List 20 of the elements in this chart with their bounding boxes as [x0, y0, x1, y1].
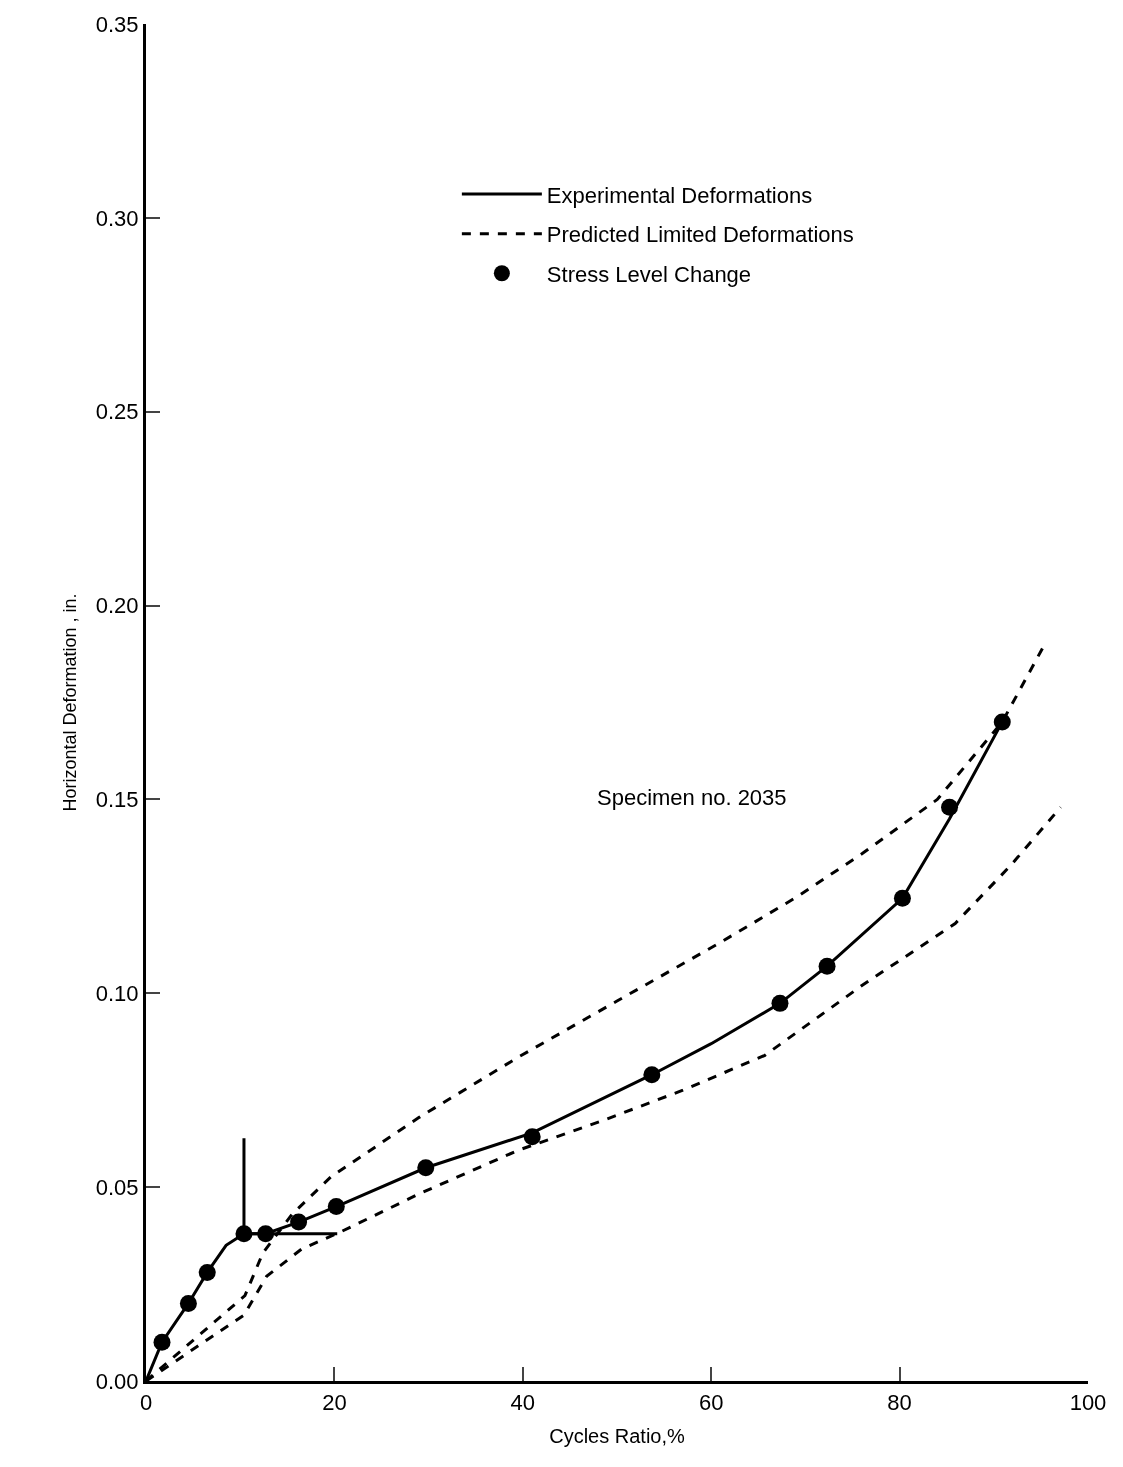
y-tick-label: 0.30 [95, 205, 139, 231]
y-tick-label: 0.20 [95, 593, 139, 619]
x-tick-label: 20 [322, 1390, 347, 1416]
x-tick-label: 80 [887, 1390, 912, 1416]
y-tick-label: 0.05 [95, 1174, 139, 1200]
x-tick-label: 60 [698, 1390, 724, 1416]
y-tick-label: 0.00 [95, 1368, 139, 1394]
legend-label: Predicted Limited Deformations [546, 222, 854, 248]
y-tick-label: 0.15 [95, 787, 139, 813]
x-tick-label: 100 [1069, 1390, 1107, 1416]
x-tick-label: 0 [139, 1390, 153, 1416]
x-tick-label: 40 [510, 1390, 536, 1416]
legend-label: Experimental Deformations [546, 182, 813, 208]
legend-label: Stress Level Change [546, 261, 752, 287]
y-tick-label: 0.35 [95, 11, 139, 37]
annotation: Specimen no. 2035 [597, 785, 787, 810]
y-tick-label: 0.25 [95, 399, 139, 425]
y-tick-label: 0.10 [95, 980, 139, 1006]
x-axis-title: Cycles Ratio,% [549, 1424, 686, 1447]
y-axis-title: Horizontal Deformation , in. [59, 593, 80, 812]
